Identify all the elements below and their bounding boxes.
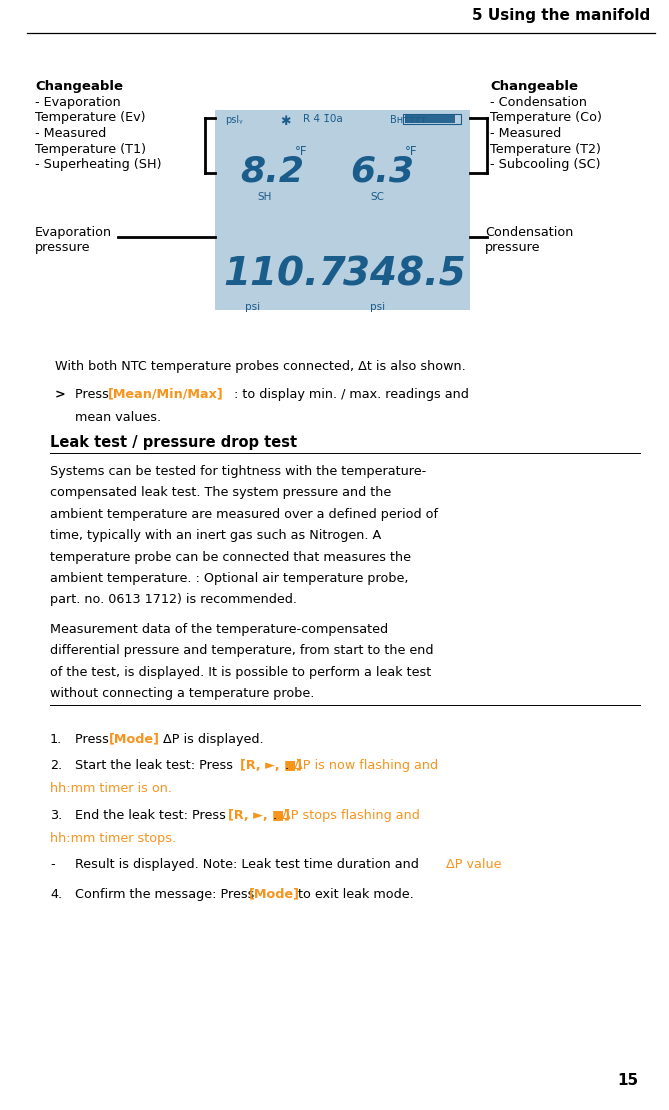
Text: - Measured: - Measured bbox=[490, 127, 561, 140]
Text: 1.: 1. bbox=[50, 733, 62, 746]
Text: .: . bbox=[285, 759, 293, 773]
Text: Temperature (T2): Temperature (T2) bbox=[490, 142, 601, 155]
Text: Result is displayed. Note: Leak test time duration and: Result is displayed. Note: Leak test tim… bbox=[75, 858, 423, 871]
Bar bbox=[405, 115, 455, 123]
Text: ΔP is displayed.: ΔP is displayed. bbox=[155, 733, 264, 746]
Text: to exit leak mode.: to exit leak mode. bbox=[294, 888, 413, 901]
Text: -: - bbox=[50, 858, 55, 871]
Text: 15: 15 bbox=[617, 1073, 638, 1088]
Text: Temperature (T1): Temperature (T1) bbox=[35, 142, 146, 155]
Text: Start the leak test: Press: Start the leak test: Press bbox=[75, 759, 237, 773]
Text: hh:mm timer stops.: hh:mm timer stops. bbox=[50, 832, 176, 845]
Text: [Mode]: [Mode] bbox=[249, 888, 300, 901]
Text: ambient temperature. : Optional air temperature probe,: ambient temperature. : Optional air temp… bbox=[50, 572, 409, 585]
Text: Condensation: Condensation bbox=[485, 226, 573, 239]
Text: - Subcooling (SC): - Subcooling (SC) bbox=[490, 158, 601, 171]
Text: Measurement data of the temperature-compensated: Measurement data of the temperature-comp… bbox=[50, 623, 388, 636]
Bar bbox=[403, 114, 461, 124]
Text: Press: Press bbox=[75, 387, 113, 401]
Text: >: > bbox=[55, 387, 66, 401]
Text: Temperature (Co): Temperature (Co) bbox=[490, 111, 602, 124]
Text: compensated leak test. The system pressure and the: compensated leak test. The system pressu… bbox=[50, 486, 391, 500]
Text: 348.5: 348.5 bbox=[343, 255, 466, 293]
Text: pslᵧ: pslᵧ bbox=[225, 115, 243, 125]
Text: time, typically with an inert gas such as Nitrogen. A: time, typically with an inert gas such a… bbox=[50, 529, 381, 542]
Text: psi: psi bbox=[245, 302, 260, 312]
Text: [R, ►, ■]: [R, ►, ■] bbox=[228, 809, 290, 821]
Text: Changeable: Changeable bbox=[490, 80, 578, 93]
Text: part. no. 0613 1712) is recommended.: part. no. 0613 1712) is recommended. bbox=[50, 594, 297, 606]
Text: [Mode]: [Mode] bbox=[109, 733, 160, 746]
Text: - Evaporation: - Evaporation bbox=[35, 95, 120, 109]
Text: SH: SH bbox=[257, 192, 272, 202]
Text: mean values.: mean values. bbox=[75, 411, 161, 424]
Text: 110.7: 110.7 bbox=[223, 255, 346, 293]
Text: Confirm the message: Press: Confirm the message: Press bbox=[75, 888, 258, 901]
Text: pressure: pressure bbox=[35, 242, 90, 254]
Text: Evaporation: Evaporation bbox=[35, 226, 112, 239]
Text: without connecting a temperature probe.: without connecting a temperature probe. bbox=[50, 687, 314, 700]
Text: °F: °F bbox=[295, 145, 308, 158]
Text: ✱: ✱ bbox=[280, 115, 290, 128]
Text: - Condensation: - Condensation bbox=[490, 95, 587, 109]
Text: [R, ►, ■]: [R, ►, ■] bbox=[240, 759, 302, 773]
Text: : to display min. / max. readings and: : to display min. / max. readings and bbox=[234, 387, 469, 401]
Text: ambient temperature are measured over a defined period of: ambient temperature are measured over a … bbox=[50, 507, 438, 521]
Text: End the leak test: Press: End the leak test: Press bbox=[75, 809, 230, 821]
Text: hh:mm timer is on.: hh:mm timer is on. bbox=[50, 783, 172, 796]
Text: °F: °F bbox=[405, 145, 417, 158]
Text: 2.: 2. bbox=[50, 759, 62, 773]
Text: of the test, is displayed. It is possible to perform a leak test: of the test, is displayed. It is possibl… bbox=[50, 666, 432, 678]
Text: psi: psi bbox=[370, 302, 385, 312]
Text: ΔP stops flashing and: ΔP stops flashing and bbox=[282, 809, 420, 821]
Text: Changeable: Changeable bbox=[35, 80, 123, 93]
Text: 3.: 3. bbox=[50, 809, 62, 821]
Text: differential pressure and temperature, from start to the end: differential pressure and temperature, f… bbox=[50, 644, 434, 657]
Text: ΔP is now flashing and: ΔP is now flashing and bbox=[294, 759, 438, 773]
Text: Press: Press bbox=[75, 733, 113, 746]
Text: SC: SC bbox=[370, 192, 384, 202]
Text: Systems can be tested for tightness with the temperature-: Systems can be tested for tightness with… bbox=[50, 465, 426, 478]
Text: 4.: 4. bbox=[50, 888, 62, 901]
Text: Temperature (Ev): Temperature (Ev) bbox=[35, 111, 145, 124]
Bar bbox=[215, 110, 470, 310]
Text: temperature probe can be connected that measures the: temperature probe can be connected that … bbox=[50, 551, 411, 564]
Text: 6.3: 6.3 bbox=[350, 155, 414, 189]
Text: - Superheating (SH): - Superheating (SH) bbox=[35, 158, 161, 171]
Text: ΔP value: ΔP value bbox=[446, 858, 502, 871]
Text: Leak test / pressure drop test: Leak test / pressure drop test bbox=[50, 435, 297, 450]
Text: [Mean/Min/Max]: [Mean/Min/Max] bbox=[108, 387, 223, 401]
Text: 8.2: 8.2 bbox=[240, 155, 304, 189]
Text: - Measured: - Measured bbox=[35, 127, 106, 140]
Text: Bʜᴛᴛᴛᴛ: Bʜᴛᴛᴛᴛ bbox=[390, 115, 426, 125]
Text: 5 Using the manifold: 5 Using the manifold bbox=[472, 8, 650, 23]
Text: With both NTC temperature probes connected, Δt is also shown.: With both NTC temperature probes connect… bbox=[55, 360, 466, 373]
Text: R 4 1̄0a: R 4 1̄0a bbox=[303, 114, 343, 124]
Text: pressure: pressure bbox=[485, 242, 541, 254]
Text: .: . bbox=[273, 809, 281, 821]
